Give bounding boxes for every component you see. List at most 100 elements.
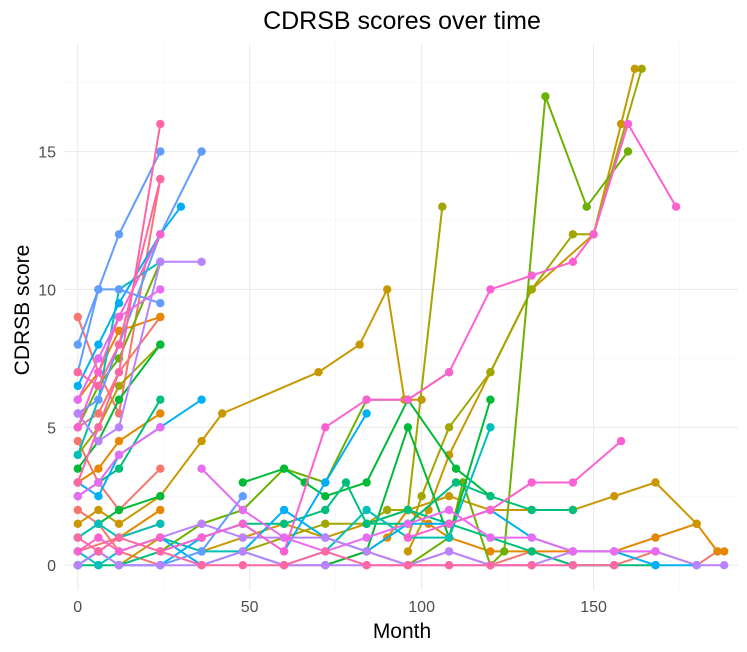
- data-point: [623, 119, 633, 129]
- data-point: [630, 64, 639, 74]
- series-line: [77, 426, 161, 498]
- data-point: [527, 547, 536, 556]
- series-line: [76, 440, 162, 511]
- data-point: [156, 119, 165, 129]
- data-point: [720, 561, 729, 570]
- data-point: [362, 533, 371, 542]
- data-point: [73, 464, 83, 473]
- y-tick-label: 10: [38, 282, 56, 299]
- data-point: [94, 492, 103, 501]
- data-point: [94, 547, 103, 556]
- data-point: [156, 547, 165, 556]
- y-tick-label: 5: [47, 420, 56, 437]
- data-point: [94, 423, 103, 432]
- data-point: [403, 561, 413, 570]
- data-point: [321, 519, 330, 528]
- data-point: [444, 533, 454, 542]
- chart-title: CDRSB scores over time: [263, 7, 541, 35]
- series-47: [73, 119, 165, 487]
- data-point: [383, 285, 392, 294]
- data-point: [238, 478, 247, 487]
- data-point: [94, 285, 103, 294]
- series-10: [73, 285, 426, 528]
- data-point: [651, 561, 660, 570]
- data-point: [114, 464, 124, 473]
- data-point: [417, 492, 426, 501]
- data-point: [114, 519, 124, 528]
- data-point: [623, 147, 633, 156]
- series-line: [406, 68, 643, 538]
- data-point: [156, 230, 165, 239]
- data-point: [156, 409, 165, 418]
- data-point: [486, 423, 495, 432]
- data-point: [94, 505, 103, 515]
- data-point: [589, 230, 598, 239]
- data-point: [156, 147, 165, 156]
- x-tick-label: 50: [241, 599, 259, 616]
- series-line: [77, 178, 162, 387]
- data-point: [568, 547, 578, 556]
- data-point: [486, 533, 495, 542]
- data-point: [321, 561, 330, 570]
- series-15: [238, 202, 447, 556]
- data-point: [238, 547, 247, 556]
- series-line: [242, 206, 444, 553]
- data-point: [541, 92, 550, 101]
- data-point: [156, 257, 165, 266]
- data-point: [94, 340, 103, 349]
- data-point: [238, 492, 247, 501]
- data-point: [486, 285, 495, 294]
- series-line: [76, 178, 162, 415]
- data-point: [73, 505, 83, 515]
- data-point: [156, 492, 165, 501]
- data-point: [238, 505, 247, 515]
- series-line: [76, 123, 162, 483]
- data-point: [156, 174, 165, 184]
- data-point: [568, 257, 578, 266]
- data-point: [321, 547, 330, 556]
- data-point: [383, 505, 392, 515]
- data-point: [114, 230, 124, 239]
- data-point: [94, 381, 103, 391]
- series-line: [77, 495, 161, 539]
- data-point: [94, 368, 103, 377]
- data-point: [651, 478, 660, 487]
- data-point: [692, 561, 701, 570]
- data-point: [279, 547, 289, 556]
- data-point: [156, 395, 165, 404]
- data-point: [94, 464, 103, 473]
- data-point: [156, 519, 165, 528]
- data-point: [114, 368, 124, 377]
- y-axis-ticks: 0 5 10 15: [38, 145, 56, 576]
- data-point: [451, 464, 461, 473]
- data-point: [362, 547, 371, 556]
- data-point: [444, 505, 454, 515]
- series-line: [76, 316, 161, 401]
- series-line: [76, 233, 162, 428]
- series-49: [73, 174, 165, 391]
- series-48: [73, 533, 619, 570]
- data-point: [362, 505, 371, 515]
- data-point: [403, 395, 413, 404]
- x-tick-label: 100: [408, 599, 435, 616]
- data-point: [73, 381, 83, 391]
- data-point: [114, 533, 124, 542]
- plot-grid: [64, 44, 738, 590]
- data-point: [218, 409, 227, 418]
- data-point: [176, 202, 186, 211]
- data-point: [279, 561, 289, 570]
- x-tick-label: 0: [73, 599, 82, 616]
- series-34: [73, 147, 206, 418]
- series-line: [76, 343, 162, 456]
- data-point: [403, 533, 413, 542]
- data-point: [73, 492, 83, 501]
- data-point: [527, 478, 536, 487]
- data-point: [610, 561, 619, 570]
- data-point: [314, 368, 323, 377]
- data-point: [114, 423, 124, 432]
- series-line: [159, 123, 677, 553]
- series-line: [407, 440, 622, 539]
- data-point: [692, 519, 701, 528]
- data-point: [362, 409, 371, 418]
